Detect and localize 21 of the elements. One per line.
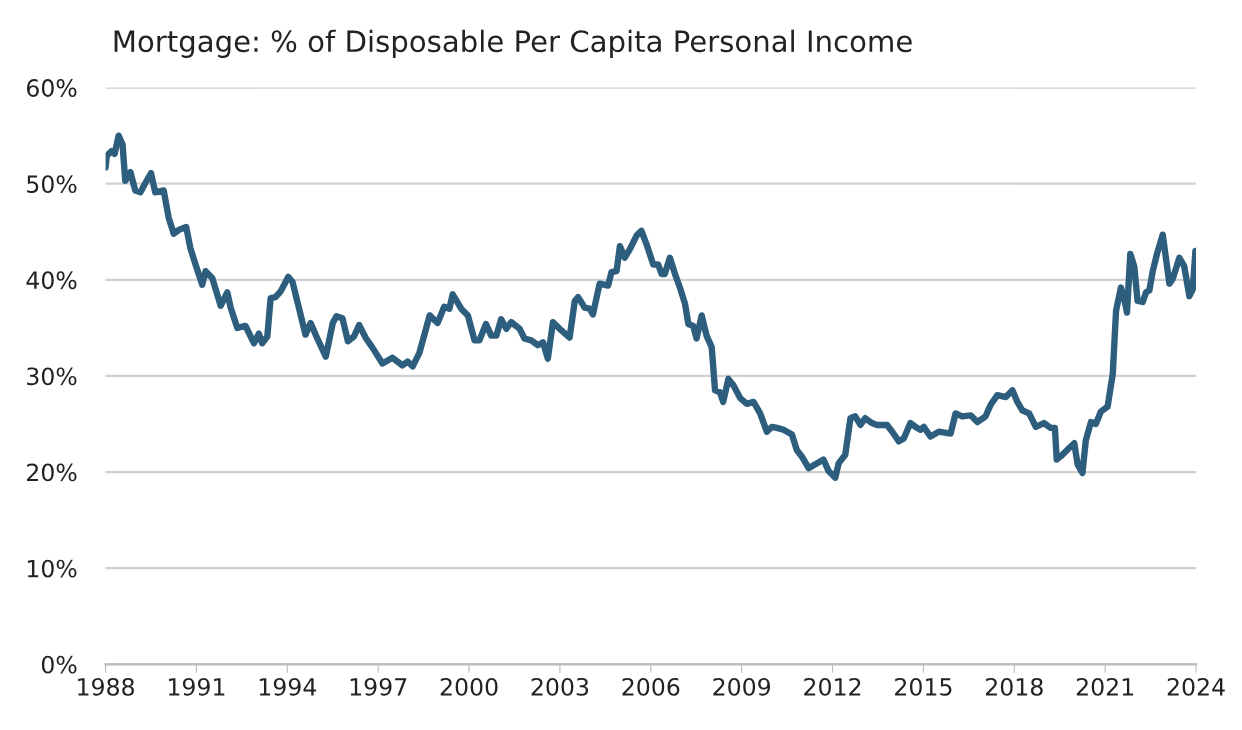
x-tick-label: 1997: [350, 677, 407, 696]
x-tick-label: 1994: [259, 677, 317, 696]
y-tick-label: 60%: [26, 79, 77, 97]
x-tick-label: 1988: [78, 677, 134, 696]
x-tick-label: 2006: [622, 677, 680, 696]
x-tick-label: 2009: [713, 677, 771, 696]
x-tick-label: 2015: [895, 677, 952, 696]
x-tick-label: 2024: [1167, 677, 1225, 696]
chart-title: Mortgage: % of Disposable Per Capita Personal Income: [114, 29, 912, 58]
x-tick-label: 1991: [168, 677, 225, 696]
x-tick-label: 2003: [531, 677, 589, 696]
y-tick-label: 0%: [41, 655, 77, 674]
y-tick-label: 30%: [27, 367, 77, 386]
y-tick-label: 10%: [27, 559, 77, 578]
y-tick-label: 40%: [26, 271, 77, 290]
x-tick-label: 2000: [440, 677, 498, 696]
x-tick-label: 2018: [985, 677, 1043, 696]
y-tick-label: 20%: [27, 463, 77, 482]
x-tick-label: 2012: [804, 677, 861, 696]
x-tick-label: 2021: [1076, 677, 1134, 696]
y-tick-label: 50%: [27, 175, 77, 194]
